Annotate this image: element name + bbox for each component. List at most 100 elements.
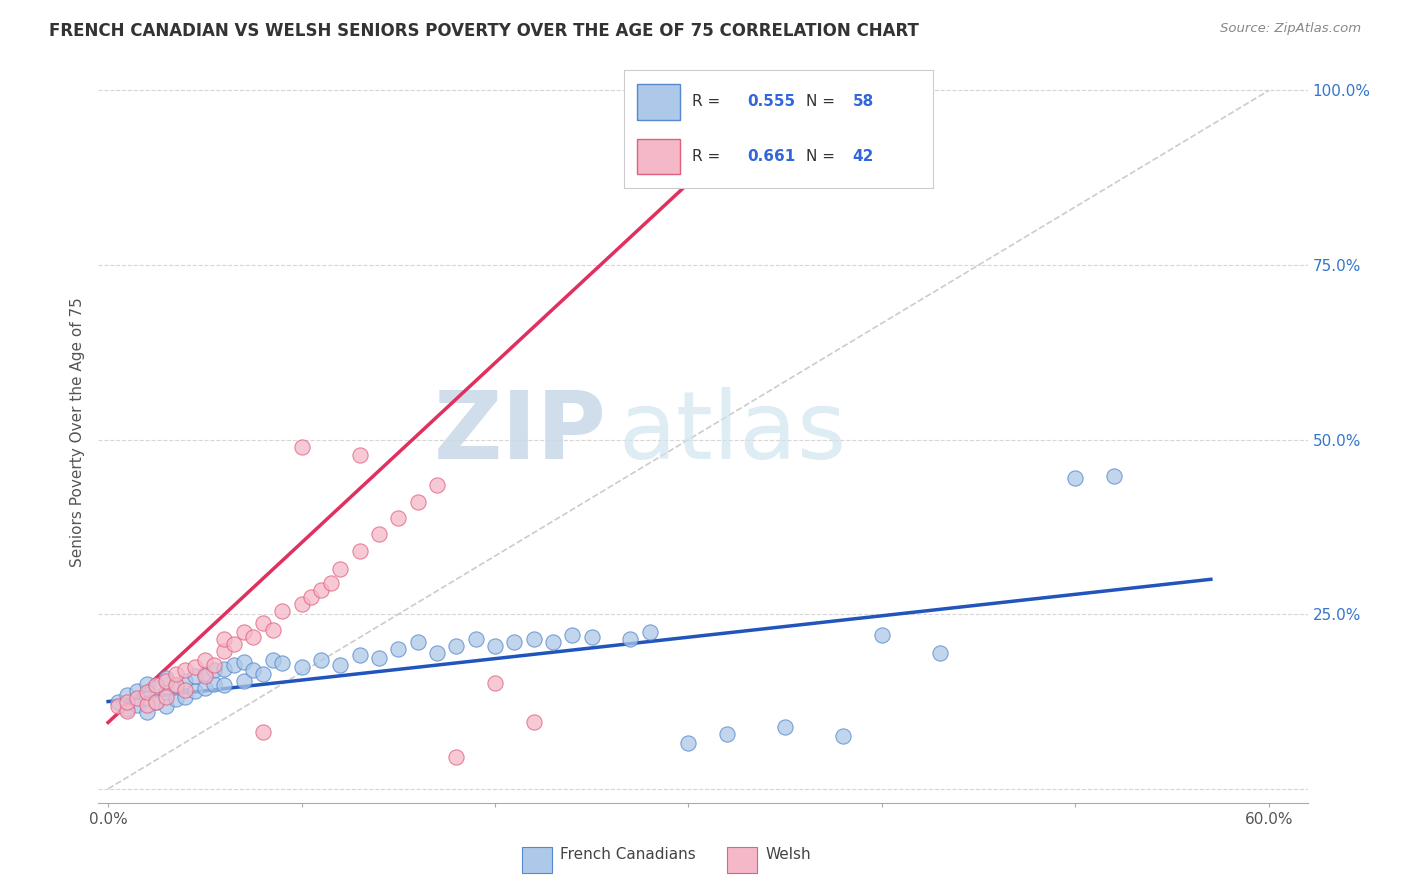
Point xyxy=(290,440,312,454)
Point xyxy=(174,690,197,704)
Point xyxy=(387,511,409,525)
Point xyxy=(387,642,409,657)
Point xyxy=(503,635,526,649)
Point xyxy=(262,623,284,637)
Point xyxy=(212,662,235,676)
Point xyxy=(242,663,264,677)
Point xyxy=(145,681,167,695)
Point xyxy=(194,668,217,682)
Point xyxy=(155,690,177,704)
Point xyxy=(135,698,157,712)
Point xyxy=(484,675,506,690)
Point xyxy=(426,478,449,492)
Point xyxy=(165,678,187,692)
Point xyxy=(368,650,391,665)
Point xyxy=(290,597,312,611)
Point xyxy=(832,730,855,744)
Point xyxy=(194,681,217,695)
Point xyxy=(349,544,371,558)
Point xyxy=(145,694,167,708)
Point xyxy=(155,685,177,699)
Point xyxy=(252,724,274,739)
Point xyxy=(184,659,207,673)
Point xyxy=(484,639,506,653)
Point xyxy=(446,639,468,653)
Point xyxy=(155,672,177,686)
Point xyxy=(252,666,274,681)
Point xyxy=(262,652,284,666)
Text: ZIP: ZIP xyxy=(433,386,606,479)
Point xyxy=(174,663,197,677)
Point xyxy=(184,684,207,698)
Point xyxy=(107,694,129,708)
Point xyxy=(194,666,217,681)
Point xyxy=(319,575,342,590)
Point xyxy=(523,632,546,646)
Point xyxy=(349,448,371,462)
Point xyxy=(426,646,449,660)
Point xyxy=(212,632,235,646)
Point xyxy=(135,705,157,719)
Text: Welsh: Welsh xyxy=(766,847,811,863)
Point xyxy=(145,694,167,708)
Point xyxy=(406,635,429,649)
Point xyxy=(127,698,149,712)
Point xyxy=(309,652,332,666)
Point xyxy=(117,701,139,715)
Point xyxy=(1102,469,1125,483)
Point xyxy=(145,678,167,692)
Point xyxy=(117,694,139,708)
Point xyxy=(638,624,661,639)
Point xyxy=(541,635,564,649)
Point xyxy=(184,668,207,682)
Text: French Canadians: French Canadians xyxy=(561,847,696,863)
Point xyxy=(222,636,245,650)
Point xyxy=(1064,471,1087,485)
Point xyxy=(232,673,254,688)
Point xyxy=(523,715,546,730)
Point xyxy=(271,656,294,670)
Point xyxy=(135,691,157,706)
Point xyxy=(232,655,254,669)
Point xyxy=(581,630,603,644)
FancyBboxPatch shape xyxy=(522,847,551,873)
Point xyxy=(127,691,149,706)
Point xyxy=(870,628,893,642)
Point xyxy=(165,678,187,692)
Point xyxy=(165,692,187,706)
Text: FRENCH CANADIAN VS WELSH SENIORS POVERTY OVER THE AGE OF 75 CORRELATION CHART: FRENCH CANADIAN VS WELSH SENIORS POVERTY… xyxy=(49,22,920,40)
Point xyxy=(232,624,254,639)
Point xyxy=(222,657,245,672)
Text: Source: ZipAtlas.com: Source: ZipAtlas.com xyxy=(1220,22,1361,36)
Point xyxy=(349,648,371,662)
Point xyxy=(773,720,796,734)
Point xyxy=(135,677,157,691)
Point xyxy=(290,659,312,673)
Point xyxy=(368,527,391,541)
Point xyxy=(252,615,274,630)
Point xyxy=(194,652,217,666)
Point xyxy=(329,562,352,576)
Point xyxy=(155,673,177,688)
Point xyxy=(446,750,468,764)
Point xyxy=(929,646,952,660)
Point xyxy=(561,628,583,642)
Point xyxy=(271,604,294,618)
Point xyxy=(309,582,332,597)
FancyBboxPatch shape xyxy=(727,847,758,873)
Point xyxy=(155,699,177,714)
Point xyxy=(464,632,486,646)
Point xyxy=(117,688,139,702)
Point xyxy=(242,630,264,644)
Point xyxy=(127,684,149,698)
Point xyxy=(212,678,235,692)
Point xyxy=(174,673,197,688)
Point xyxy=(212,643,235,657)
Point xyxy=(204,663,226,677)
Point xyxy=(174,682,197,697)
Point xyxy=(299,590,322,604)
Point xyxy=(107,699,129,714)
Text: atlas: atlas xyxy=(619,386,846,479)
Point xyxy=(117,704,139,718)
Point xyxy=(678,736,700,750)
